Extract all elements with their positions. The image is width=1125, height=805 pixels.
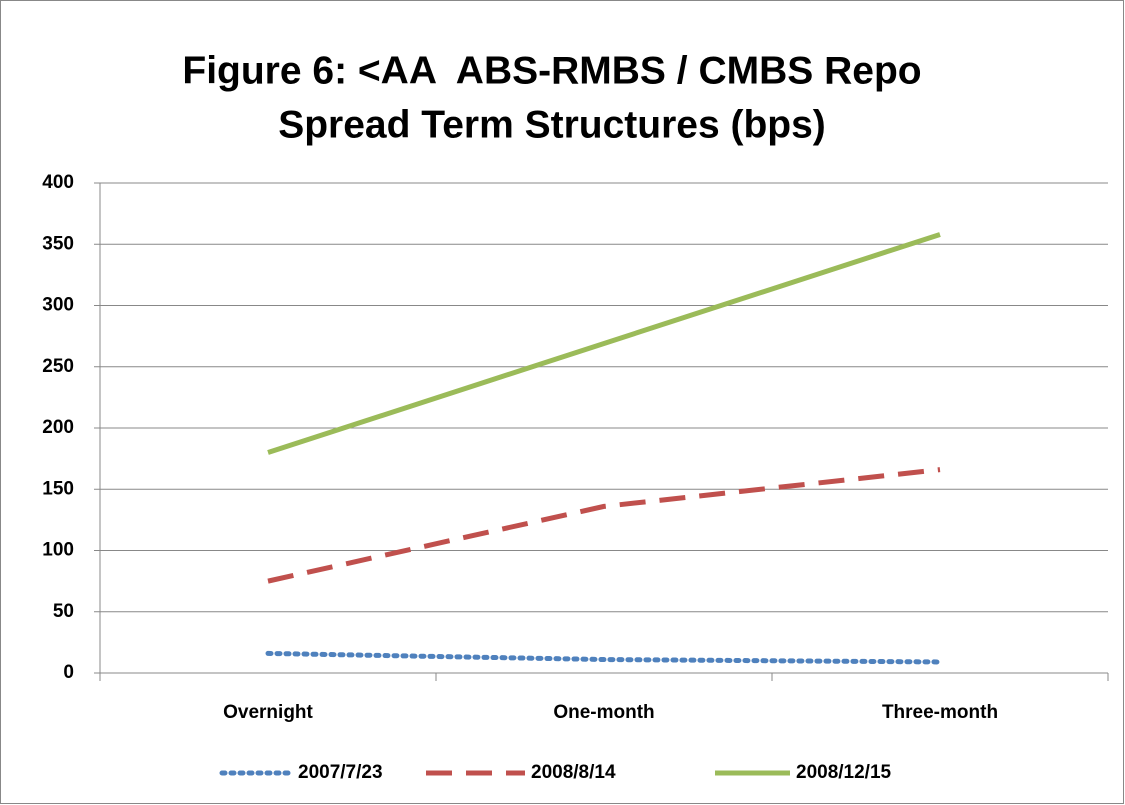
y-tick-label: 200 — [42, 417, 74, 438]
legend-label: 2007/7/23 — [298, 762, 383, 783]
x-tick-label: One-month — [553, 702, 654, 723]
y-tick-label: 150 — [42, 478, 74, 499]
y-tick-label: 100 — [42, 540, 74, 561]
legend-label: 2008/8/14 — [531, 762, 616, 783]
legend-label: 2008/12/15 — [796, 762, 892, 783]
chart-title: Figure 6: <AA ABS-RMBS / CMBS Repo — [182, 49, 921, 92]
x-tick-label: Three-month — [882, 702, 998, 723]
data-line — [267, 467, 941, 584]
y-tick-label: 350 — [42, 233, 74, 254]
x-tick-label: Overnight — [223, 702, 313, 723]
data-line — [267, 232, 941, 455]
y-tick-label: 250 — [42, 356, 74, 377]
data-line — [265, 650, 943, 665]
chart-title: Spread Term Structures (bps) — [278, 103, 826, 146]
y-tick-label: 400 — [42, 172, 74, 193]
y-tick-label: 300 — [42, 295, 74, 316]
y-tick-label: 50 — [53, 601, 74, 622]
y-tick-label: 0 — [63, 662, 74, 683]
